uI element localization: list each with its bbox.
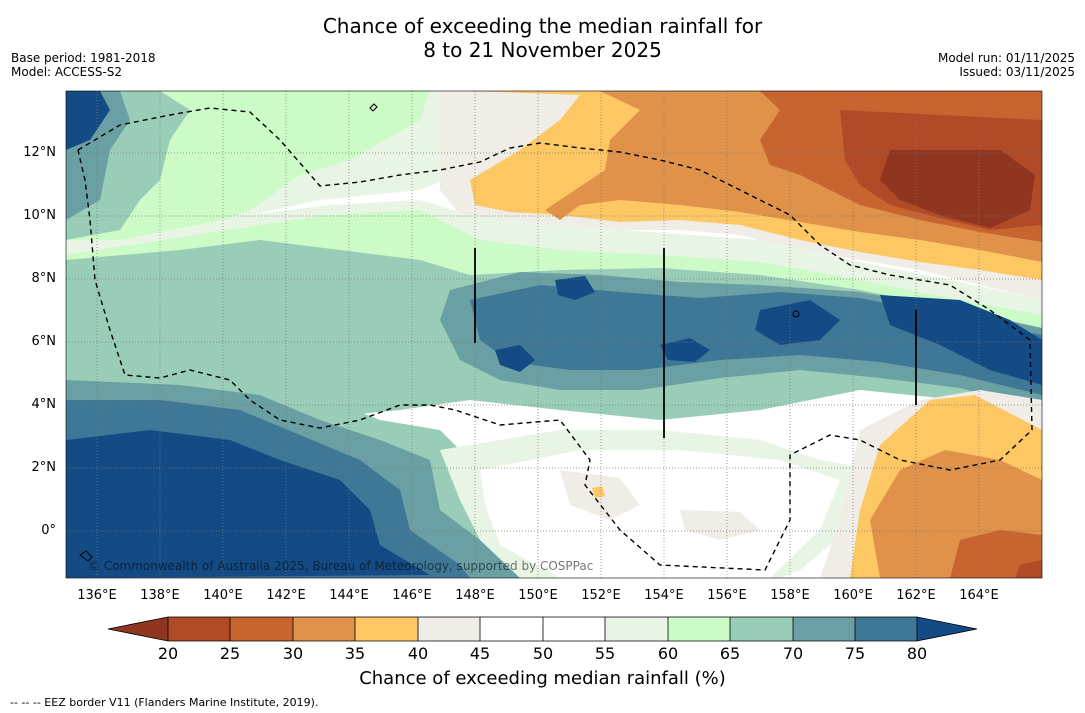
colorbar-tick-label: 25 xyxy=(219,644,241,663)
island-mark xyxy=(792,310,800,318)
contour-belt-80f xyxy=(555,276,595,300)
colorbar-65-70 xyxy=(730,617,793,641)
colorbar-25-30 xyxy=(230,617,293,641)
x-tick-label: 152°E xyxy=(581,588,621,603)
colorbar-above-80 xyxy=(917,617,977,641)
y-tick-label: 6°N xyxy=(31,334,57,349)
contour-se-25 xyxy=(950,530,1042,578)
eez-footnote: -- -- -- EEZ border V11 (Flanders Marine… xyxy=(10,696,319,709)
colorbar-tick-label: 75 xyxy=(844,644,866,663)
x-tick-label: 154°E xyxy=(644,588,684,603)
colorbar-75-80 xyxy=(855,617,917,641)
x-tick-label: 162°E xyxy=(896,588,936,603)
colorbar-tick-label: 55 xyxy=(594,644,616,663)
colorbar-tick-label: 50 xyxy=(532,644,554,663)
x-tick-label: 156°E xyxy=(707,588,747,603)
contour-sc-40b xyxy=(680,510,760,540)
colorbar-tick-label: 60 xyxy=(657,644,679,663)
x-tick-label: 150°E xyxy=(518,588,558,603)
contour-small-35 xyxy=(592,486,605,498)
y-tick-label: 0° xyxy=(41,523,56,538)
colorbar-tick-label: 40 xyxy=(407,644,429,663)
map-fill-layer xyxy=(66,91,1042,578)
colorbar-40-45 xyxy=(418,617,480,641)
island-mark xyxy=(79,550,93,562)
y-tick-label: 2°N xyxy=(31,460,57,475)
colorbar-60-65 xyxy=(668,617,730,641)
colorbar-50-55 xyxy=(543,617,605,641)
eez-palau-fsm xyxy=(77,107,1033,571)
colorbar-tick-label: 80 xyxy=(906,644,928,663)
contour-belt-80c xyxy=(755,300,840,345)
x-tick-label: 160°E xyxy=(833,588,873,603)
colorbar-tick-label: 30 xyxy=(282,644,304,663)
y-tick-label: 4°N xyxy=(31,397,57,412)
map-title-line-2: 8 to 21 November 2025 xyxy=(423,38,662,62)
x-tick-label: 148°E xyxy=(455,588,495,603)
x-tick-label: 158°E xyxy=(770,588,810,603)
colorbar-tick-label: 70 xyxy=(782,644,804,663)
colorbar-tick-label: 65 xyxy=(719,644,741,663)
copyright-notice: © Commonwealth of Australia 2025, Bureau… xyxy=(88,559,594,573)
model-run-label: Model run: 01/11/2025 xyxy=(937,51,1075,65)
contour-belt-80b xyxy=(880,295,1042,385)
x-tick-label: 138°E xyxy=(140,588,180,603)
contour-sw-80b xyxy=(66,430,430,578)
colorbar-35-40 xyxy=(355,617,418,641)
contour-se-20 xyxy=(1015,560,1042,578)
issued-label: Issued: 03/11/2025 xyxy=(959,65,1075,79)
map-border xyxy=(65,90,1043,579)
eez-border xyxy=(77,107,1033,571)
colorbar-title: Chance of exceeding median rainfall (%) xyxy=(359,668,726,689)
map-title-line-1: Chance of exceeding the median rainfall … xyxy=(322,14,763,38)
colorbar-below-20 xyxy=(108,617,168,641)
colorbar-tick-label: 45 xyxy=(469,644,491,663)
x-tick-label: 144°E xyxy=(329,588,369,603)
colorbar-30-35 xyxy=(293,617,355,641)
contour-nw-80 xyxy=(66,91,110,150)
x-tick-label: 140°E xyxy=(203,588,243,603)
colorbar-tick-label: 35 xyxy=(344,644,366,663)
y-tick-label: 8°N xyxy=(31,271,57,286)
x-tick-label: 164°E xyxy=(959,588,999,603)
solid-lines xyxy=(474,248,917,438)
x-tick-label: 142°E xyxy=(266,588,306,603)
y-tick-label: 10°N xyxy=(23,208,56,223)
colorbar xyxy=(107,616,978,642)
colorbar-tick-label: 20 xyxy=(157,644,179,663)
base-period-label: Base period: 1981-2018 xyxy=(11,51,156,65)
x-tick-label: 136°E xyxy=(77,588,117,603)
colorbar-70-75 xyxy=(793,617,855,641)
model-label: Model: ACCESS-S2 xyxy=(11,65,123,79)
colorbar-55-60 xyxy=(605,617,668,641)
colorbar-20-25 xyxy=(168,617,230,641)
colorbar-45-50 xyxy=(480,617,543,641)
contour-belt-80e xyxy=(495,345,535,372)
y-tick-label: 12°N xyxy=(23,145,56,160)
island-mark xyxy=(369,103,378,112)
x-tick-label: 146°E xyxy=(392,588,432,603)
contour-ne-below20 xyxy=(880,150,1035,228)
island-marks xyxy=(79,103,800,562)
gridlines xyxy=(66,91,1042,578)
contour-belt-80d xyxy=(660,338,710,362)
